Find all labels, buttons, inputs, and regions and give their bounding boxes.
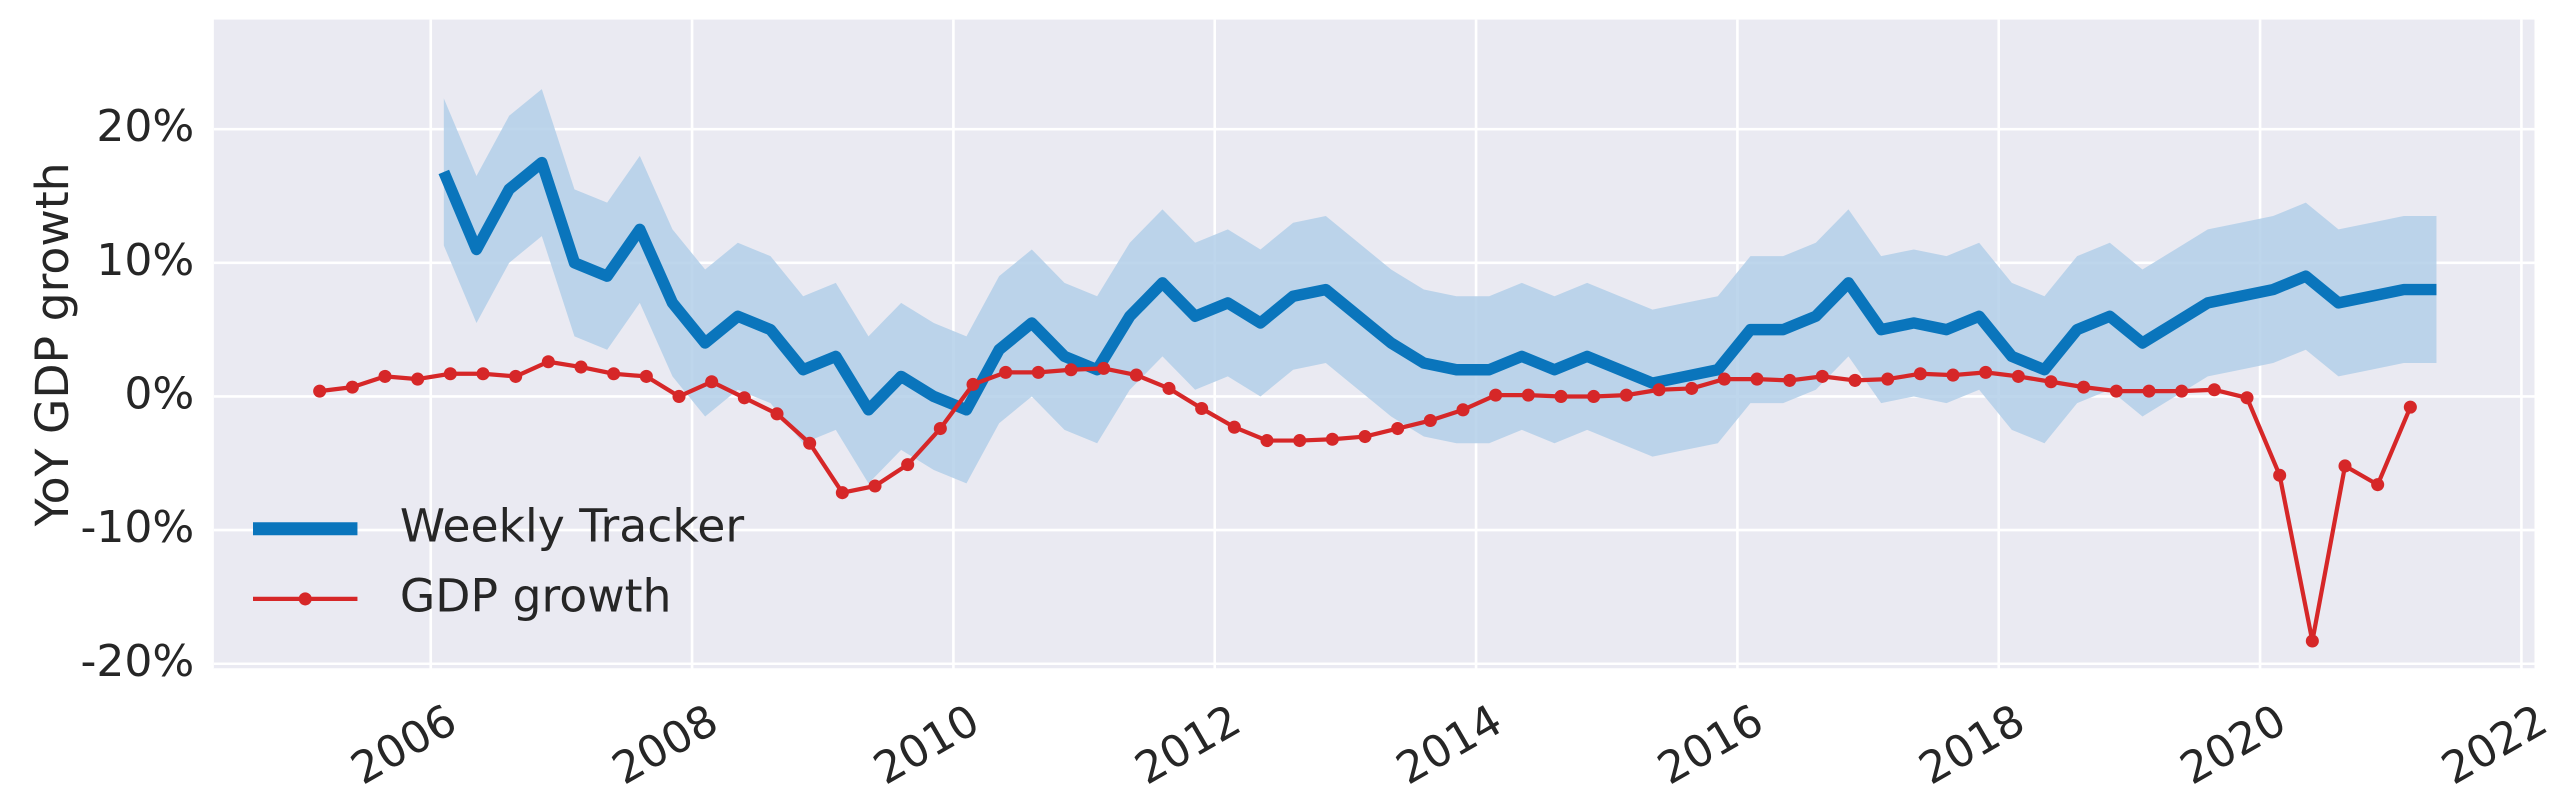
data-point <box>1652 383 1666 397</box>
data-point <box>1162 381 1176 395</box>
x-tick-label: 2016 <box>1649 695 1772 795</box>
y-tick-label: 10% <box>96 235 194 286</box>
data-point <box>1391 422 1405 436</box>
data-point <box>541 355 555 369</box>
data-point <box>1195 401 1209 416</box>
data-point <box>933 422 947 436</box>
x-tick-label: 2020 <box>2172 695 2295 795</box>
data-point <box>803 436 817 450</box>
data-point <box>901 458 915 472</box>
data-point <box>639 369 653 383</box>
data-point <box>1129 368 1143 382</box>
confidence-band <box>443 89 2437 484</box>
data-point <box>1260 434 1274 448</box>
data-point <box>1913 367 1927 381</box>
data-point <box>672 389 686 403</box>
data-point <box>770 407 784 421</box>
data-point <box>313 384 327 398</box>
data-point <box>1717 372 1731 386</box>
legend-label: GDP growth <box>400 569 672 622</box>
y-tick-label: -20% <box>80 636 194 687</box>
data-point <box>2175 384 2189 398</box>
data-point <box>1097 361 1111 375</box>
data-point <box>2207 383 2221 397</box>
x-tick-label: 2018 <box>1911 695 2034 795</box>
data-point <box>1064 363 1078 377</box>
data-point <box>1423 413 1437 428</box>
data-point <box>1848 373 1862 387</box>
y-axis-label: YoY GDP growth <box>26 162 79 527</box>
data-point <box>345 380 359 394</box>
data-point <box>574 360 588 374</box>
data-point <box>1521 388 1535 402</box>
x-tick-label: 2008 <box>604 695 727 795</box>
y-tick-label: -10% <box>80 502 194 553</box>
data-point <box>1489 388 1503 402</box>
data-point <box>378 369 392 383</box>
data-point <box>2273 468 2287 482</box>
x-tick-label: 2012 <box>1127 695 1250 795</box>
y-tick-label: 0% <box>124 368 194 419</box>
data-point <box>2305 634 2319 648</box>
data-point <box>1325 432 1339 446</box>
data-point <box>1685 381 1699 395</box>
data-point <box>476 367 490 381</box>
x-tick-label: 2022 <box>2433 695 2556 795</box>
data-point <box>835 486 849 500</box>
data-point <box>999 365 1013 379</box>
data-point <box>1881 372 1895 386</box>
data-point <box>737 391 751 405</box>
data-point <box>1554 389 1568 403</box>
data-point <box>2142 384 2156 398</box>
data-point <box>868 479 882 493</box>
data-point <box>1946 368 1960 382</box>
data-point <box>1979 365 1993 379</box>
x-tick-label: 2014 <box>1388 695 1511 795</box>
legend-marker <box>298 592 312 606</box>
data-point <box>1619 388 1633 402</box>
data-point <box>1750 372 1764 386</box>
data-point <box>1587 389 1601 403</box>
y-tick-label: 20% <box>96 101 194 152</box>
data-point <box>2077 380 2091 394</box>
series-line <box>438 156 2437 416</box>
data-point <box>2403 400 2417 414</box>
data-point <box>2011 369 2025 383</box>
data-point <box>1227 420 1241 434</box>
x-tick-label: 2006 <box>343 695 466 795</box>
data-point <box>2240 391 2254 405</box>
data-point <box>1031 365 1045 379</box>
data-point <box>509 369 523 383</box>
data-point <box>1456 403 1470 417</box>
data-point <box>966 377 980 391</box>
data-point <box>411 372 425 386</box>
data-point <box>2109 384 2123 398</box>
data-point <box>1815 369 1829 383</box>
data-point <box>1358 430 1372 444</box>
data-point <box>1293 434 1307 448</box>
data-point <box>1783 373 1797 387</box>
data-point <box>607 367 621 381</box>
data-point <box>2044 375 2058 389</box>
data-point <box>443 367 457 381</box>
x-tick-label: 2010 <box>865 695 988 795</box>
legend-label: Weekly Tracker <box>400 499 744 552</box>
data-point <box>705 375 719 389</box>
data-point <box>2338 459 2352 473</box>
data-point <box>2371 478 2385 492</box>
